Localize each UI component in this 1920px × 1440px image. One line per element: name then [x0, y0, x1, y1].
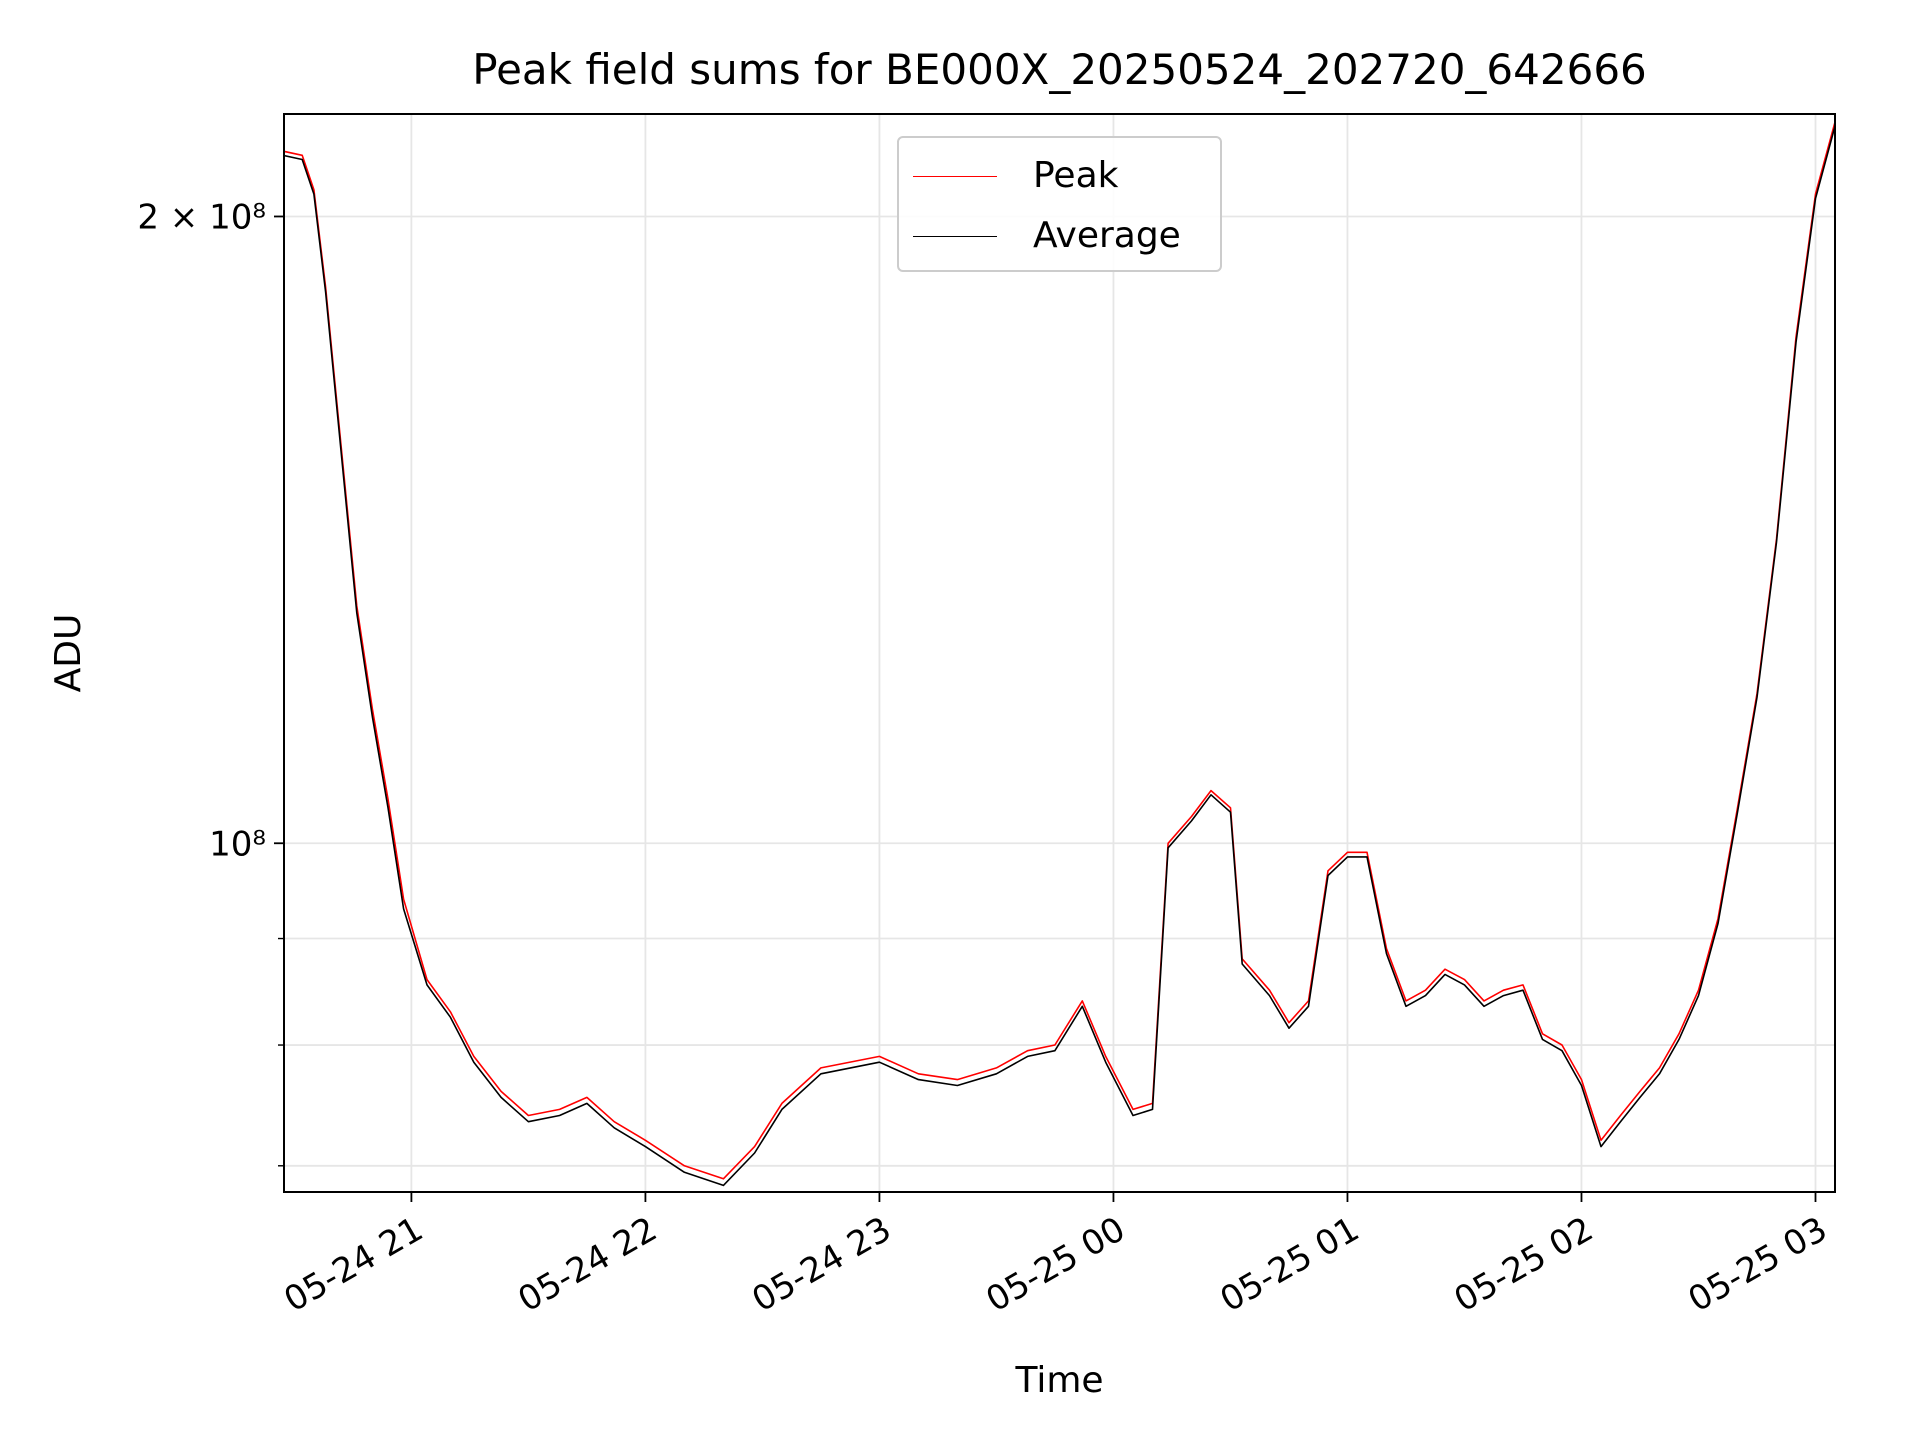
x-tick-label: 05-25 00	[980, 1209, 1132, 1320]
legend-line-average	[913, 235, 997, 237]
chart-title: Peak field sums for BE000X_20250524_2027…	[472, 45, 1647, 94]
legend-label-average: Average	[1033, 215, 1181, 256]
x-tick-label: 05-25 01	[1214, 1209, 1366, 1320]
x-tick-label: 05-24 21	[278, 1209, 430, 1320]
series-line-average	[284, 125, 1835, 1187]
x-tick-label: 05-24 22	[512, 1209, 664, 1320]
legend-entry-average: Average	[913, 211, 1181, 261]
series-group	[284, 121, 1835, 1187]
series-line-peak	[284, 121, 1835, 1180]
x-tick-label: 05-24 23	[746, 1209, 898, 1320]
y-axis-label: ADU	[48, 614, 89, 693]
x-tick-label: 05-25 03	[1682, 1209, 1834, 1320]
y-tick-label: 10⁸	[209, 824, 266, 864]
y-tick-label: 2 × 10⁸	[137, 197, 266, 237]
x-axis-label: Time	[1014, 1360, 1103, 1401]
legend: Peak Average	[897, 136, 1222, 272]
legend-entry-peak: Peak	[913, 151, 1118, 201]
x-tick-label: 05-25 02	[1448, 1209, 1600, 1320]
plot-frame	[283, 113, 1836, 1193]
legend-line-peak	[913, 175, 997, 177]
grid-lines	[284, 114, 1835, 1192]
legend-label-peak: Peak	[1033, 155, 1119, 196]
